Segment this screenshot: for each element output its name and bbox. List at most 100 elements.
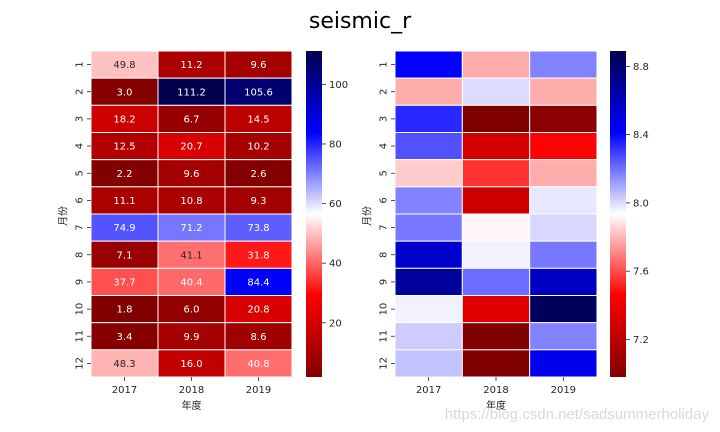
cell-annotation: 40.4 — [180, 277, 202, 288]
cell-annotation: 20.7 — [180, 142, 202, 153]
colorbar — [306, 51, 322, 377]
heatmap-cell — [461, 104, 531, 134]
heatmap-cell — [461, 186, 531, 215]
colorbar-tick-label: 8.8 — [633, 62, 649, 73]
cell-annotation: 2.6 — [251, 169, 267, 180]
colorbar-tick-label: 100 — [329, 80, 348, 91]
cell-annotation: 37.7 — [113, 277, 135, 288]
x-axis-label: 年度 — [182, 399, 202, 412]
cell-annotation: 8.6 — [251, 332, 267, 343]
heatmap-cell — [90, 322, 159, 351]
heatmap-cell — [224, 132, 293, 161]
y-tick-label: 4 — [379, 143, 390, 149]
x-tick-label: 2017 — [416, 385, 441, 396]
heatmap-cell — [394, 295, 463, 324]
heatmap-cell — [394, 50, 463, 79]
x-tick-label: 2018 — [483, 385, 508, 396]
heatmap-cell — [461, 322, 531, 351]
heatmap-cell — [224, 322, 293, 351]
cell-annotation: 3.4 — [117, 332, 133, 343]
y-axis-label: 月份 — [362, 206, 374, 226]
cell-annotation: 9.6 — [251, 60, 267, 71]
x-tick-label: 2019 — [551, 385, 576, 396]
cell-annotation: 40.8 — [247, 359, 269, 370]
heatmap-cell — [394, 267, 463, 297]
y-tick-label: 8 — [75, 252, 86, 258]
heatmap-cell — [529, 159, 598, 188]
y-tick-label: 3 — [379, 116, 390, 122]
y-tick-label: 3 — [75, 116, 86, 122]
heatmap-cell — [394, 322, 463, 351]
y-tick-label: 9 — [75, 279, 86, 285]
heatmap-cell — [529, 50, 598, 79]
heatmap-cell — [461, 295, 531, 324]
y-tick-label: 10 — [379, 303, 390, 316]
cell-annotation: 14.5 — [247, 114, 269, 125]
heatmap-cell — [224, 267, 293, 297]
colorbar-tick-label: 20 — [329, 318, 342, 329]
heatmap-cell — [529, 186, 598, 215]
heatmap-cell — [394, 77, 463, 106]
heatmap-cell — [224, 77, 293, 106]
cell-annotation: 49.8 — [113, 60, 135, 71]
heatmap-cell — [394, 132, 463, 161]
heatmap-annotated: 49.8 11.2 9.6 3.0 111.2 105.6 18.2 6.7 14.5 12.5 2… — [58, 50, 348, 412]
heatmap-cell — [529, 295, 598, 324]
cell-annotation: 12.5 — [113, 142, 135, 153]
y-tick-label: 12 — [379, 357, 390, 370]
x-axis-label: 年度 — [486, 399, 506, 412]
colorbar-tick-label: 60 — [329, 199, 342, 210]
y-tick-label: 6 — [379, 197, 390, 203]
y-tick-label: 9 — [379, 279, 390, 285]
heatmap-cell — [461, 159, 531, 188]
cell-annotation: 9.6 — [184, 169, 200, 180]
heatmap-cell — [224, 240, 293, 269]
y-tick-label: 7 — [75, 224, 86, 230]
heatmap-cell — [461, 267, 531, 297]
cell-annotation: 31.8 — [247, 250, 269, 261]
cell-annotation: 41.1 — [180, 250, 202, 261]
cell-annotation: 1.8 — [117, 305, 133, 316]
cell-annotation: 105.6 — [244, 87, 273, 98]
cell-annotation: 48.3 — [113, 359, 135, 370]
cell-annotation: 2.2 — [117, 169, 133, 180]
cell-annotation: 9.9 — [184, 332, 200, 343]
cell-annotation: 73.8 — [247, 223, 269, 234]
cell-annotation: 71.2 — [180, 223, 202, 234]
cell-annotation: 11.2 — [180, 60, 202, 71]
cell-annotation: 18.2 — [113, 114, 135, 125]
heatmap-cell — [157, 104, 226, 134]
watermark-text: https://blog.csdn.net/sadsummerholiday — [445, 406, 710, 423]
y-tick-label: 2 — [379, 89, 390, 95]
heatmap-cell — [461, 77, 531, 106]
heatmap-cell — [157, 159, 226, 188]
heatmap-cell — [394, 159, 463, 188]
y-tick-label: 5 — [379, 170, 390, 176]
y-tick-label: 1 — [379, 61, 390, 67]
cell-annotation: 111.2 — [177, 87, 206, 98]
heatmap-cell — [529, 104, 598, 134]
y-axis-label: 月份 — [58, 206, 70, 226]
cell-annotation: 9.3 — [251, 196, 267, 207]
y-tick-label: 4 — [75, 143, 86, 149]
cell-annotation: 10.8 — [180, 196, 202, 207]
y-tick-label: 1 — [75, 61, 86, 67]
heatmap-cell — [157, 213, 226, 242]
y-tick-label: 10 — [75, 303, 86, 316]
colorbar — [610, 51, 626, 377]
heatmap-cell — [90, 295, 159, 324]
cell-annotation: 84.4 — [247, 277, 269, 288]
y-tick-label: 11 — [75, 330, 86, 343]
y-tick-label: 2 — [75, 89, 86, 95]
heatmap-cell — [394, 186, 463, 215]
heatmap-cell — [461, 50, 531, 79]
heatmap-cell — [461, 132, 531, 161]
heatmap-cell — [224, 349, 293, 378]
heatmap-cell — [157, 295, 226, 324]
heatmap-cell — [157, 240, 226, 269]
heatmap-cell — [529, 213, 598, 242]
heatmap-cell — [529, 240, 598, 269]
heatmap-cell — [90, 132, 159, 161]
